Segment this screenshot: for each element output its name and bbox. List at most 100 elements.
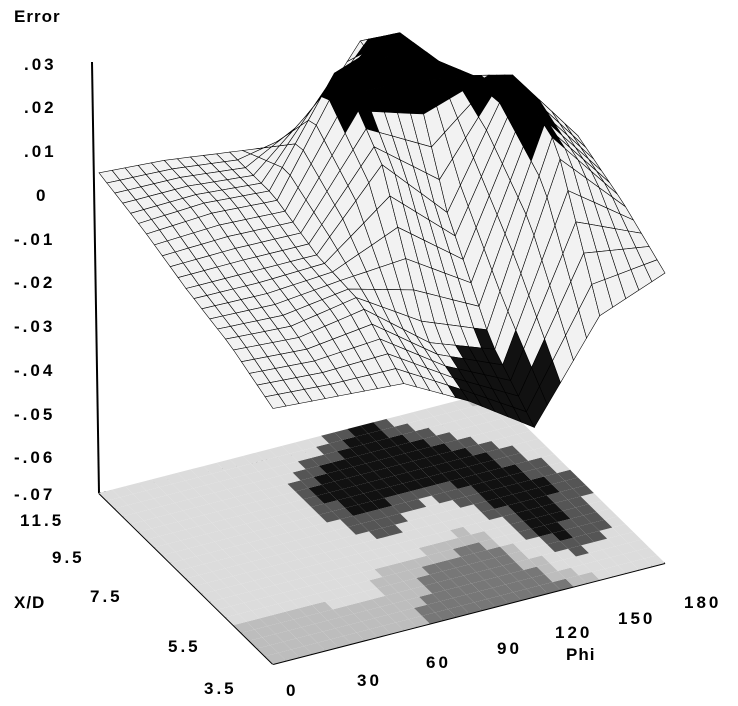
contour-cell	[415, 427, 437, 439]
contour-cell	[355, 433, 377, 445]
contour-cell	[479, 587, 501, 599]
contour-cell	[544, 522, 566, 534]
contour-cell	[242, 452, 264, 464]
contour-cell	[615, 543, 637, 555]
contour-cell	[412, 408, 434, 420]
contour-cell	[264, 554, 286, 567]
contour-cell	[512, 490, 534, 503]
contour-cell	[575, 504, 597, 516]
contour-cell	[353, 561, 375, 573]
contour-cell	[436, 481, 458, 493]
contour-cell	[400, 559, 422, 571]
contour-cell	[337, 594, 359, 606]
contour-cell	[573, 534, 595, 546]
x-tick-label: 180	[684, 593, 721, 612]
contour-cell	[453, 594, 475, 606]
contour-cell	[146, 487, 168, 499]
contour-cell	[290, 597, 312, 609]
contour-cell	[266, 475, 288, 488]
contour-cell	[373, 467, 395, 480]
contour-cell	[140, 498, 162, 510]
z-tick-label: -.01	[14, 230, 55, 249]
contour-cell	[345, 504, 367, 516]
contour-cell	[442, 518, 464, 531]
contour-cell	[203, 511, 225, 523]
contour-cell	[350, 444, 371, 456]
contour-cell	[99, 489, 120, 501]
contour-cell	[217, 606, 239, 618]
contour-cell	[447, 556, 469, 568]
contour-cell	[465, 444, 487, 456]
contour-cell	[465, 493, 487, 505]
contour-cell	[463, 523, 485, 535]
contour-cell	[177, 518, 199, 530]
contour-cell	[180, 537, 202, 549]
contour-cell	[591, 568, 613, 580]
contour-cell	[505, 532, 527, 544]
contour-cell	[342, 436, 364, 448]
x-tick-label: 0	[286, 681, 298, 700]
x-tick-labels: 0 30 60 90 120 150 180	[286, 593, 721, 700]
contour-cell	[509, 423, 531, 435]
y-tick-labels: 11.5 9.5 7.5 5.5 3.5	[20, 511, 237, 698]
contour-cell	[261, 584, 283, 597]
contour-cell	[596, 557, 618, 569]
y-tick-label: 3.5	[204, 679, 237, 698]
contour-cell	[135, 509, 157, 521]
contour-cell	[332, 557, 354, 569]
contour-cell	[313, 522, 335, 534]
contour-cell	[478, 440, 500, 453]
z-tick-label: -.03	[14, 317, 55, 336]
contour-cell	[311, 503, 333, 515]
contour-cell	[257, 645, 279, 657]
contour-cell	[376, 437, 398, 449]
contour-cell	[251, 607, 273, 619]
contour-cell	[398, 589, 420, 601]
contour-cell	[444, 488, 466, 501]
contour-cell	[400, 608, 422, 620]
contour-cell	[389, 483, 411, 495]
contour-cell	[439, 451, 461, 463]
contour-cell	[408, 517, 430, 530]
contour-cell	[549, 559, 571, 572]
contour-cell	[387, 513, 409, 525]
contour-cell	[473, 550, 495, 562]
contour-cell	[536, 465, 558, 477]
contour-cell	[274, 483, 296, 495]
contour-cell	[204, 560, 226, 572]
contour-cell	[457, 534, 479, 546]
contour-cell	[518, 528, 540, 540]
contour-cell	[220, 576, 242, 588]
contour-cell	[259, 615, 281, 627]
contour-cell	[151, 525, 173, 537]
contour-cell	[138, 528, 160, 540]
contour-cell	[279, 472, 301, 484]
contour-cell	[434, 560, 456, 572]
contour-cell	[475, 471, 497, 483]
contour-cell	[334, 526, 356, 539]
contour-cell	[266, 524, 288, 537]
contour-cell	[164, 472, 186, 484]
contour-cell	[509, 472, 531, 484]
contour-cell	[421, 612, 443, 624]
contour-cell	[428, 424, 450, 436]
contour-cell	[243, 501, 265, 513]
z-tick-labels: .03 .02 .01 0 -.01 -.02 -.03 -.04 -.05 -…	[14, 55, 55, 504]
contour-cell	[580, 493, 602, 505]
contour-cell	[188, 496, 210, 508]
contour-cell	[373, 418, 395, 431]
contour-projection	[99, 392, 665, 664]
contour-cell	[570, 515, 592, 527]
contour-cell	[405, 498, 427, 511]
contour-cell	[211, 519, 233, 531]
contour-cell	[306, 514, 327, 526]
contour-cell	[206, 579, 228, 591]
contour-cell	[308, 435, 330, 447]
contour-cell	[324, 598, 346, 610]
contour-cell	[271, 513, 293, 525]
contour-cell	[578, 572, 600, 584]
contour-cell	[517, 430, 539, 443]
contour-cell	[240, 531, 262, 543]
contour-cell	[406, 596, 428, 609]
contour-cell	[541, 454, 563, 466]
